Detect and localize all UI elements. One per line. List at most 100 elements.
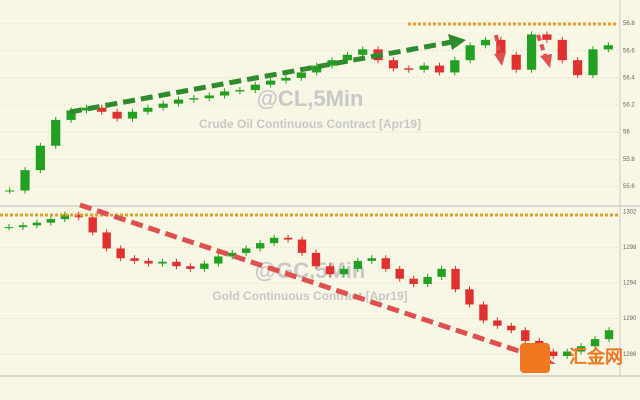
candle-body bbox=[409, 278, 418, 284]
candle-body bbox=[604, 330, 614, 340]
candle-body bbox=[130, 258, 139, 261]
logo-icon bbox=[520, 343, 550, 373]
candle-body bbox=[112, 111, 122, 119]
candle-body bbox=[603, 45, 613, 50]
y-tick-label: 1290 bbox=[623, 316, 637, 322]
candle-body bbox=[127, 111, 138, 119]
candle-body bbox=[204, 95, 214, 99]
candle-body bbox=[526, 34, 537, 70]
y-tick-label: 1302 bbox=[623, 210, 637, 216]
candle-body bbox=[200, 263, 209, 269]
candle-body bbox=[116, 248, 125, 259]
candle-body bbox=[450, 60, 460, 73]
y-tick-label: 56.6 bbox=[623, 48, 635, 54]
candle-body bbox=[423, 276, 432, 284]
y-tick-label: 56.4 bbox=[623, 75, 635, 81]
candle-body bbox=[434, 65, 445, 73]
candle-body bbox=[235, 90, 245, 92]
y-tick-label: 1286 bbox=[623, 352, 637, 358]
y-tick-label: 56.2 bbox=[623, 103, 635, 109]
candle-body bbox=[46, 219, 56, 223]
y-tick-label: 55.8 bbox=[623, 157, 635, 163]
watermark-logo: 汇金网 bbox=[569, 346, 623, 367]
arrow-head bbox=[494, 52, 506, 66]
candle-body bbox=[97, 107, 107, 112]
candle-body bbox=[296, 72, 306, 78]
candle-body bbox=[562, 351, 572, 356]
candle-body bbox=[81, 107, 92, 111]
candle-body bbox=[255, 243, 265, 249]
candle-body bbox=[269, 237, 279, 244]
candle-body bbox=[381, 258, 390, 269]
candle-body bbox=[189, 98, 199, 100]
candle-body bbox=[479, 304, 488, 321]
candle-body bbox=[143, 107, 153, 112]
candle-body bbox=[214, 256, 223, 264]
candle-body bbox=[451, 268, 460, 290]
y-tick-label: 55.6 bbox=[623, 184, 635, 190]
candle-body bbox=[172, 261, 181, 267]
candle-body bbox=[388, 60, 399, 69]
candle-body bbox=[74, 214, 83, 218]
candle-body bbox=[158, 261, 167, 264]
candle-body bbox=[419, 65, 429, 70]
arrow-head bbox=[540, 54, 552, 68]
candle-body bbox=[158, 103, 168, 108]
candle-body bbox=[395, 268, 404, 279]
watermark-subtitle: Gold Continuous Contract [Apr19] bbox=[212, 289, 407, 303]
candle-body bbox=[281, 77, 291, 81]
candle-body bbox=[20, 170, 30, 191]
candle-body bbox=[549, 351, 558, 356]
marks: 55.6 55.8 56 56.2 56.4 56.6 56.8 1286 1290 1294 12… bbox=[0, 21, 637, 359]
candle-body bbox=[588, 49, 598, 76]
candle-body bbox=[542, 34, 552, 40]
candle-body bbox=[353, 260, 363, 269]
candle-body bbox=[573, 60, 583, 76]
candle-body bbox=[493, 320, 502, 326]
drop-arrow bbox=[536, 34, 548, 59]
y-tick-label: 56 bbox=[623, 130, 630, 136]
candle-body bbox=[358, 49, 368, 55]
candle-body bbox=[66, 110, 76, 120]
candle-body bbox=[242, 248, 251, 253]
candle-body bbox=[4, 227, 14, 229]
drop-arrow bbox=[494, 34, 502, 57]
candle-body bbox=[35, 145, 45, 171]
candle-body bbox=[250, 84, 260, 91]
candle-body bbox=[88, 217, 97, 233]
candle-body bbox=[311, 252, 321, 267]
candle-body bbox=[228, 252, 237, 257]
y-tick-label: 1294 bbox=[623, 281, 637, 287]
trend-arrow bbox=[79, 202, 541, 361]
y-tick-label: 1298 bbox=[623, 245, 637, 251]
candle-body bbox=[32, 222, 42, 226]
watermark-symbol: @CL,5Min bbox=[256, 86, 363, 111]
candle-body bbox=[576, 346, 586, 352]
candle-body bbox=[297, 239, 307, 253]
candle-body bbox=[18, 225, 28, 228]
candle-body bbox=[186, 266, 195, 269]
y-tick-label: 56.8 bbox=[623, 21, 635, 27]
candle-body bbox=[465, 45, 475, 61]
trend-arrow bbox=[69, 39, 453, 115]
candle-body bbox=[144, 260, 153, 264]
candle-body bbox=[437, 268, 446, 277]
candle-body bbox=[283, 237, 293, 240]
candle-body bbox=[312, 65, 322, 73]
candle-body bbox=[465, 289, 474, 305]
candle-body bbox=[511, 54, 521, 70]
candle-body bbox=[339, 268, 349, 275]
candle-body bbox=[507, 325, 516, 331]
candle-body bbox=[590, 339, 600, 347]
candle-body bbox=[51, 119, 61, 146]
candle-body bbox=[5, 190, 15, 192]
candle-body bbox=[496, 39, 506, 55]
candle-body bbox=[60, 214, 69, 220]
candle-body bbox=[173, 99, 184, 104]
candle-body bbox=[367, 258, 376, 261]
candle-body bbox=[521, 330, 530, 341]
candle-body bbox=[102, 232, 111, 249]
candle-body bbox=[342, 54, 352, 61]
candle-body bbox=[480, 39, 491, 46]
